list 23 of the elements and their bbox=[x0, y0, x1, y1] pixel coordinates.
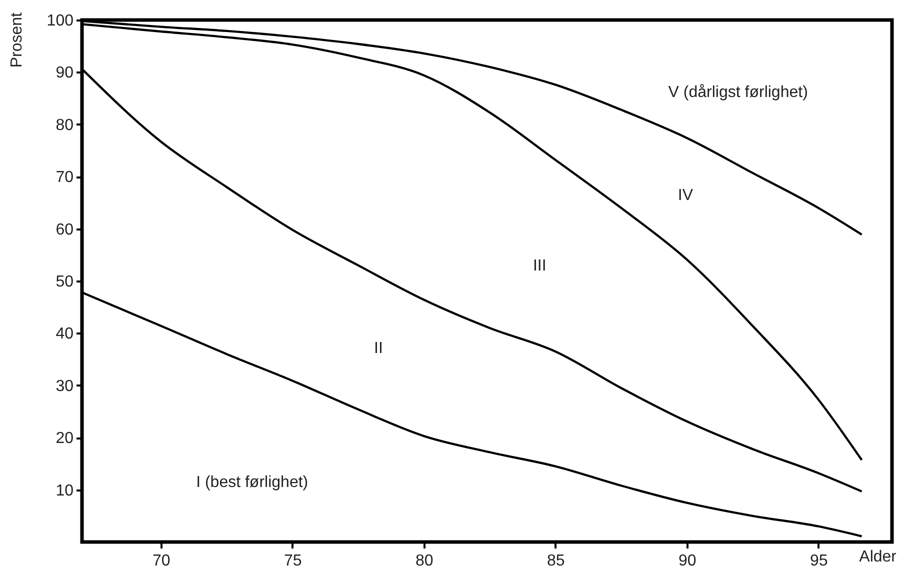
annotation: II bbox=[374, 340, 383, 357]
y-tick-label: 90 bbox=[56, 64, 74, 82]
x-tick-label: 85 bbox=[546, 552, 565, 570]
y-tick-label: 30 bbox=[56, 378, 74, 395]
y-tick-label: 40 bbox=[56, 326, 74, 343]
x-tick-label: 75 bbox=[284, 552, 302, 570]
y-tick-label: 10 bbox=[56, 482, 74, 500]
y-tick-label: 50 bbox=[56, 274, 74, 290]
y-tick-label: 100 bbox=[46, 12, 74, 30]
x-axis-title: Alder bbox=[859, 548, 898, 566]
y-tick-label: 60 bbox=[56, 221, 74, 238]
annotation: V (dårligst førlighet) bbox=[668, 84, 808, 102]
x-tick-label: 95 bbox=[810, 552, 828, 570]
y-tick-label: 70 bbox=[56, 169, 74, 186]
y-tick-label: 20 bbox=[56, 430, 74, 448]
annotation: IV bbox=[678, 186, 694, 204]
x-tick-label: 90 bbox=[678, 552, 696, 570]
y-axis-title: Prosent bbox=[8, 12, 26, 68]
y-tick-label: 80 bbox=[56, 116, 74, 134]
x-tick-label: 70 bbox=[152, 552, 170, 570]
x-tick-label: 80 bbox=[415, 552, 434, 570]
annotation: I (best førlighet) bbox=[196, 474, 308, 491]
annotation: III bbox=[532, 257, 546, 274]
